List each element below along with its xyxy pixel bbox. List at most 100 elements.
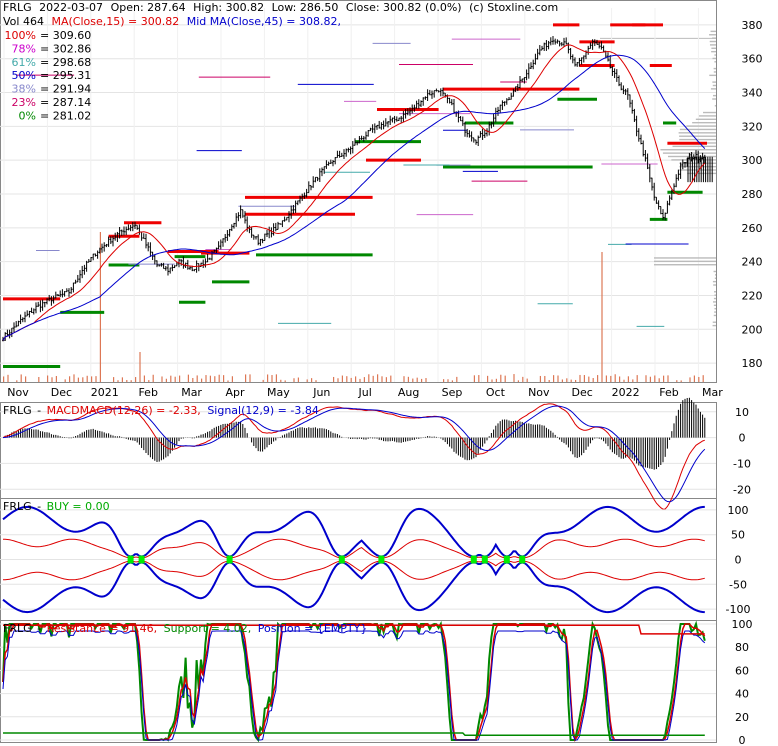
volume-profile-bar — [679, 128, 716, 131]
price-header-line1: FRLG 2022-03-07 Open: 287.64 High: 300.8… — [3, 1, 558, 14]
fib-level-label: 100% — [5, 29, 36, 42]
volume-bar — [663, 375, 665, 382]
volume-bar — [597, 375, 599, 382]
volume-bar — [245, 374, 247, 382]
volume-bar — [231, 376, 233, 382]
fib-level-label: 50% — [12, 69, 36, 82]
volume-profile-bar — [672, 145, 716, 148]
volume-bar — [51, 377, 53, 382]
volume-bar — [456, 376, 458, 382]
buy-signal-series — [0, 505, 716, 614]
volume-bar — [495, 378, 497, 382]
fib-level-label: 23% — [12, 96, 36, 109]
price-tick-label: 260 — [742, 222, 763, 235]
volume-bar — [407, 376, 409, 382]
volume-bar — [205, 375, 207, 382]
x-axis-label: 2021 — [91, 386, 119, 399]
sr-dash: - — [37, 622, 41, 635]
volume-profile-bar — [714, 61, 716, 63]
volume-bar — [121, 377, 123, 382]
volume-bar — [632, 379, 634, 382]
x-axis-label: Aug — [398, 386, 419, 399]
volume-profile-bar — [654, 257, 716, 259]
volume-profile-bar — [712, 57, 716, 60]
volume-bar — [553, 375, 555, 382]
sr-tick-label: 0 — [739, 734, 746, 746]
volume-bar — [566, 378, 568, 382]
volume-bar — [174, 376, 176, 382]
sr-tick-label: 80 — [735, 641, 749, 654]
volume-bar — [421, 378, 423, 382]
ma15-label: MA(Close,15) = 300.82 — [51, 15, 179, 28]
volume-bar — [588, 376, 590, 382]
volume-bar — [38, 376, 40, 382]
macd-symbol: FRLG — [3, 404, 32, 417]
x-axis-label: May — [267, 386, 290, 399]
volume-bar — [517, 380, 519, 382]
volume-profile-bar — [712, 321, 716, 323]
macd-title: MACD — [47, 404, 80, 417]
volume-bar — [526, 378, 528, 382]
volume-bar — [315, 380, 317, 382]
volume-bar — [73, 374, 75, 382]
ma45-line — [2, 54, 706, 341]
volume-profile-bar — [714, 291, 716, 293]
volume-bar — [561, 379, 563, 382]
volume-bar — [143, 375, 145, 382]
volume-profile-bar — [711, 50, 716, 53]
volume-profile-bar — [709, 44, 716, 46]
macd-series — [0, 397, 716, 510]
x-axis-label: Oct — [486, 386, 506, 399]
x-axis-label: Feb — [659, 386, 678, 399]
volume-bar — [658, 378, 660, 382]
volume-profile-bar — [686, 125, 716, 127]
volume-bar — [148, 380, 150, 382]
volume-bar — [91, 376, 93, 382]
resistance-line — [3, 624, 705, 635]
volume-bar — [280, 379, 282, 382]
close-label: Close: 300.82 (0.0%) — [346, 1, 462, 14]
macd-header: FRLG - MACDMACD(12,26) = -2.33, Signal(1… — [3, 404, 319, 417]
volume-bar — [425, 378, 427, 382]
volume-bar — [381, 376, 383, 382]
volume-bar — [350, 377, 352, 382]
volume-bar — [170, 375, 172, 382]
volume-profile-bar — [699, 115, 716, 117]
volume-profile-bar — [709, 34, 716, 36]
volume-profile-bar — [710, 30, 716, 33]
volume-bar — [693, 375, 695, 382]
macd-tick-label: 10 — [735, 406, 749, 419]
buy-signal-marker — [503, 555, 510, 564]
volume-profile-bar — [695, 118, 716, 120]
price-tick-label: 360 — [742, 53, 763, 66]
price-tick-label: 280 — [742, 188, 763, 201]
volume-bar — [249, 374, 251, 382]
sr-tick-label: 40 — [735, 688, 749, 701]
x-axis-label: Mar — [181, 386, 202, 399]
x-axis-label: Jul — [358, 386, 372, 399]
fib-level-value: = 298.68 — [40, 56, 91, 69]
volume-bar — [69, 376, 71, 382]
open-label: Open: 287.64 — [111, 1, 186, 14]
buy-signal-marker — [127, 555, 134, 564]
volume-bar — [227, 380, 229, 382]
signal-value: Signal(12,9) = -3.84 — [207, 404, 319, 417]
volume-bar — [548, 380, 550, 382]
price-tick-label: 240 — [742, 256, 763, 269]
volume-bar — [179, 375, 181, 382]
volume-profile-bar — [679, 162, 716, 164]
volume-bar — [117, 380, 119, 382]
volume-bar — [504, 375, 506, 382]
volume-bar — [95, 376, 97, 382]
price-tick-label: 380 — [742, 19, 763, 32]
volume-label: Vol 464 — [3, 15, 44, 28]
buy-tick-label: -50 — [729, 578, 747, 591]
volume-bar — [267, 374, 269, 382]
volume-bar — [368, 374, 370, 382]
macd-tick-label: 0 — [739, 432, 746, 445]
volume-bar — [689, 377, 691, 382]
volume-profile-bar — [710, 88, 716, 90]
volume-profile-bar — [660, 149, 716, 151]
volume-bars — [3, 232, 704, 382]
